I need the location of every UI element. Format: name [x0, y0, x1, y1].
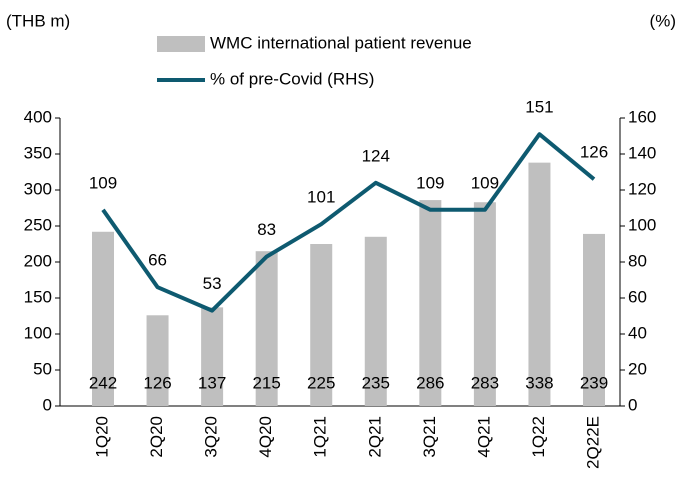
x-tick-label: 2Q20	[147, 416, 166, 458]
y-tick-label: 200	[24, 251, 52, 270]
y2-tick-label: 160	[628, 107, 656, 126]
line-value-label: 101	[307, 188, 335, 207]
legend-swatch	[157, 36, 205, 52]
bar	[364, 236, 387, 406]
bar-value-label: 239	[580, 373, 608, 392]
x-tick-label: 1Q22	[529, 416, 548, 458]
legend-label: WMC international patient revenue	[210, 33, 472, 52]
line-value-label: 124	[362, 146, 390, 165]
line-value-label: 83	[257, 220, 276, 239]
x-tick-label: 2Q22E	[583, 416, 602, 469]
y2-tick-label: 140	[628, 143, 656, 162]
x-tick-label: 4Q21	[474, 416, 493, 458]
bar-value-label: 137	[198, 373, 226, 392]
y-tick-label: 250	[24, 215, 52, 234]
bar-value-label: 338	[525, 373, 553, 392]
line-value-label: 109	[416, 173, 444, 192]
x-tick-label: 1Q20	[92, 416, 111, 458]
y-tick-label: 50	[33, 359, 52, 378]
line-value-label: 109	[89, 173, 117, 192]
y2-tick-label: 80	[628, 251, 647, 270]
y-tick-label: 300	[24, 179, 52, 198]
bar-value-label: 283	[471, 373, 499, 392]
line	[101, 132, 596, 313]
bar-value-label: 126	[143, 373, 171, 392]
y2-tick-label: 40	[628, 323, 647, 342]
x-tick-label: 1Q21	[311, 416, 330, 458]
bar-value-label: 225	[307, 373, 335, 392]
y2-tick-label: 100	[628, 215, 656, 234]
y-tick-label: 0	[43, 395, 52, 414]
bar	[92, 231, 114, 406]
x-tick-label: 3Q20	[202, 416, 221, 458]
y2-tick-label: 20	[628, 359, 647, 378]
bar	[528, 162, 551, 406]
y-axis-label: (THB m)	[6, 11, 70, 30]
y-tick-label: 100	[24, 323, 52, 342]
bar	[201, 307, 224, 406]
y-tick-label: 400	[24, 107, 52, 126]
bar-value-label: 215	[252, 373, 280, 392]
bar	[473, 202, 496, 406]
bar-value-label: 242	[89, 373, 117, 392]
bar	[583, 233, 605, 406]
bar	[255, 251, 278, 406]
y2-tick-label: 0	[628, 395, 637, 414]
bar	[419, 200, 442, 406]
y2-tick-label: 60	[628, 287, 647, 306]
bar-value-label: 235	[362, 373, 390, 392]
line-value-label: 53	[203, 274, 222, 293]
line-value-label: 151	[525, 98, 553, 117]
line-value-label: 126	[580, 143, 608, 162]
line-value-label: 109	[471, 173, 499, 192]
x-tick-label: 3Q21	[420, 416, 439, 458]
y-tick-label: 350	[24, 143, 52, 162]
x-tick-label: 2Q21	[365, 416, 384, 458]
line-value-label: 66	[148, 251, 167, 270]
bar-value-label: 286	[416, 373, 444, 392]
y-tick-label: 150	[24, 287, 52, 306]
legend-label: % of pre-Covid (RHS)	[210, 69, 374, 88]
bar	[146, 315, 169, 406]
bar	[310, 244, 333, 406]
y2-tick-label: 120	[628, 179, 656, 198]
y2-axis-label: (%)	[650, 11, 676, 30]
x-tick-label: 4Q20	[256, 416, 275, 458]
